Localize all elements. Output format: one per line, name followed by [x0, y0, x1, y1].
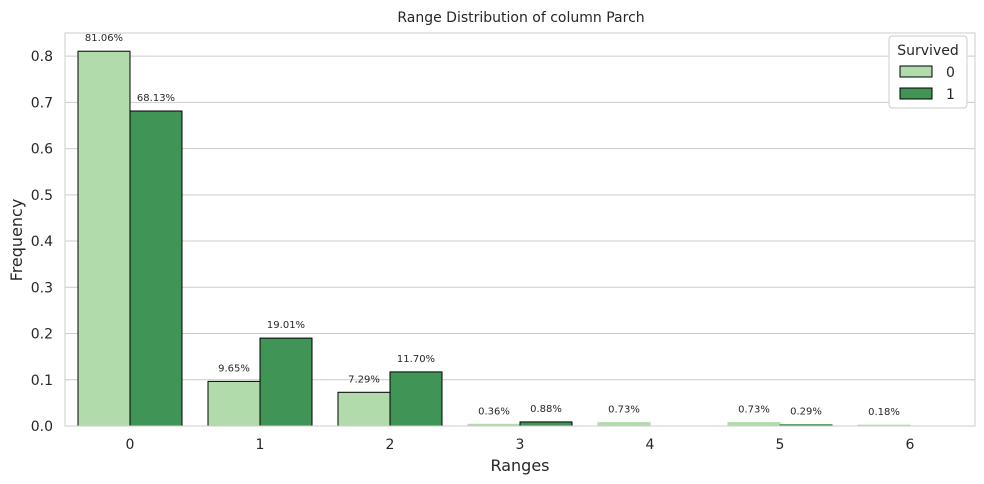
y-tick-label: 0.1 — [31, 373, 53, 389]
bar-series-0-cat-0 — [77, 50, 131, 427]
y-tick-label: 0.3 — [31, 280, 53, 296]
bar-series-1-cat-2 — [389, 371, 443, 427]
plot-frame — [64, 32, 976, 427]
x-tick-label: 3 — [516, 437, 525, 453]
y-tick-label: 0.7 — [31, 95, 53, 111]
x-tick-label: 1 — [256, 437, 265, 453]
chart-title: Range Distribution of column Parch — [397, 10, 644, 26]
bar-series-0-cat-1 — [207, 380, 261, 427]
data-label: 0.29% — [790, 407, 822, 418]
legend: Survived 0 1 — [888, 35, 968, 109]
data-label: 68.13% — [137, 93, 175, 104]
y-tick-label: 0.8 — [31, 49, 53, 65]
bar-series-0-cat-2 — [337, 391, 391, 427]
data-label: 0.36% — [478, 406, 510, 417]
x-axis-ticks: 0 1 2 3 4 5 6 — [126, 437, 915, 453]
data-label: 81.06% — [85, 33, 123, 44]
y-axis-ticks: 0.0 0.1 0.2 0.3 0.4 0.5 0.6 0.7 0.8 — [31, 49, 53, 435]
y-tick-label: 0.4 — [31, 234, 53, 250]
bar-series-1-cat-1 — [259, 337, 313, 427]
data-label: 0.18% — [868, 407, 900, 418]
bar-series-1-cat-0 — [129, 110, 183, 427]
bar-series-1-cat-3 — [519, 421, 573, 427]
x-tick-label: 6 — [906, 437, 915, 453]
data-label: 7.29% — [348, 374, 380, 385]
legend-label-1: 1 — [946, 87, 955, 103]
legend-label-0: 0 — [946, 65, 955, 81]
data-label: 9.65% — [218, 363, 250, 374]
y-tick-label: 0.5 — [31, 188, 53, 204]
x-tick-label: 4 — [646, 437, 655, 453]
legend-title: Survived — [897, 43, 958, 59]
bar-series-0-cat-5 — [727, 422, 781, 427]
y-tick-label: 0.2 — [31, 327, 53, 343]
data-label: 0.73% — [608, 405, 640, 416]
data-label: 19.01% — [267, 320, 305, 331]
x-tick-label: 5 — [776, 437, 785, 453]
y-axis-label: Frequency — [7, 199, 26, 282]
data-labels: 81.06% 68.13% 9.65% 19.01% 7.29% 11.70% 0.36% 0… — [85, 33, 900, 418]
y-tick-label: 0.0 — [31, 419, 53, 435]
x-axis-label: Ranges — [490, 456, 549, 475]
gridlines — [65, 55, 975, 427]
data-label: 11.70% — [397, 354, 435, 365]
x-tick-label: 0 — [126, 437, 135, 453]
y-tick-label: 0.6 — [31, 142, 53, 158]
legend-swatch-1 — [899, 87, 933, 100]
data-label: 0.73% — [738, 405, 770, 416]
data-label: 0.88% — [530, 404, 562, 415]
bars — [77, 50, 911, 427]
x-tick-label: 2 — [386, 437, 395, 453]
legend-swatch-0 — [899, 65, 933, 78]
bar-series-0-cat-4 — [597, 422, 651, 427]
